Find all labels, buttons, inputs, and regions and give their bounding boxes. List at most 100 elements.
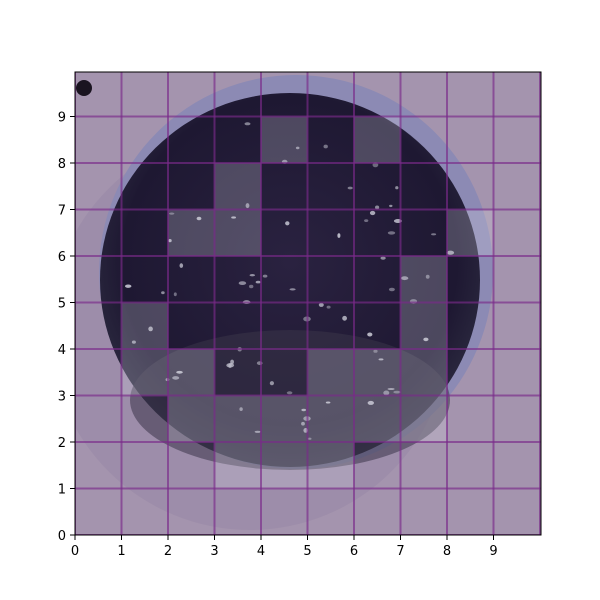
- x-tick-label: 0: [71, 544, 79, 559]
- y-tick-label: 8: [58, 157, 66, 172]
- speck: [269, 381, 274, 386]
- highlight-cell: [214, 209, 261, 256]
- x-tick-label: 8: [443, 544, 451, 559]
- x-tick-label: 2: [164, 544, 172, 559]
- highlight-cell: [261, 116, 308, 163]
- y-tick-label: 9: [58, 111, 66, 126]
- highlight-cell: [307, 395, 354, 442]
- highlight-cell: [168, 209, 215, 256]
- highlight-cell: [168, 349, 215, 396]
- x-tick-label: 9: [489, 544, 497, 559]
- corner-mark-icon: [76, 80, 92, 96]
- speck: [179, 263, 184, 268]
- y-tick-label: 6: [58, 250, 66, 265]
- y-tick-label: 2: [58, 436, 66, 451]
- highlight-cell: [307, 442, 354, 489]
- highlight-cell: [400, 395, 447, 442]
- speck: [307, 437, 312, 440]
- x-tick-label: 1: [117, 544, 125, 559]
- speck: [395, 186, 399, 190]
- x-tick-label: 6: [350, 544, 358, 559]
- x-tick-label: 4: [257, 544, 265, 559]
- speck: [301, 408, 307, 412]
- speck: [295, 146, 300, 150]
- speck: [387, 388, 395, 390]
- speck: [244, 122, 251, 126]
- highlight-cell: [214, 442, 261, 489]
- speck: [383, 390, 390, 396]
- speck: [301, 421, 305, 426]
- speck: [176, 370, 183, 374]
- speck: [238, 281, 247, 285]
- speck: [249, 274, 255, 277]
- speck: [388, 287, 395, 292]
- speck: [262, 274, 268, 278]
- speck: [249, 284, 254, 289]
- speck: [326, 305, 331, 309]
- highlight-cell: [400, 349, 447, 396]
- speck: [380, 256, 386, 260]
- speck: [373, 349, 378, 353]
- speck: [245, 203, 250, 209]
- highlight-cell: [354, 349, 401, 396]
- speck: [318, 302, 324, 307]
- highlight-cell: [354, 395, 401, 442]
- highlight-cell: [261, 395, 308, 442]
- speck: [255, 280, 261, 284]
- speck: [423, 337, 429, 342]
- speck: [169, 212, 175, 215]
- highlight-cell: [214, 163, 261, 210]
- y-tick-label: 5: [58, 297, 66, 312]
- y-axis: 0 1 2 3 4 5 6 7 8 9: [58, 111, 75, 544]
- speck: [196, 216, 202, 221]
- speck: [369, 210, 376, 216]
- speck: [387, 231, 396, 235]
- y-tick-label: 1: [58, 483, 66, 498]
- speck: [226, 363, 235, 368]
- speck: [389, 204, 393, 208]
- y-tick-label: 4: [58, 343, 66, 358]
- speck: [367, 332, 373, 337]
- speck: [148, 326, 153, 332]
- speck: [173, 292, 177, 297]
- speck: [446, 250, 455, 255]
- grid-lines: [75, 72, 541, 535]
- dish-lower-layer: [130, 330, 450, 470]
- speck: [239, 407, 243, 411]
- highlight-cell: [261, 442, 308, 489]
- speck: [375, 205, 380, 210]
- speck: [337, 233, 341, 238]
- speck: [289, 288, 296, 291]
- speck: [131, 340, 136, 344]
- highlight-cell: [121, 302, 168, 349]
- x-tick-label: 7: [396, 544, 404, 559]
- speck: [172, 376, 180, 380]
- highlight-cell: [168, 395, 215, 442]
- speck: [125, 284, 132, 288]
- speck: [347, 186, 353, 190]
- speck: [378, 358, 384, 361]
- highlight-cell: [354, 116, 401, 163]
- highlight-cell: [307, 349, 354, 396]
- speck: [367, 400, 374, 405]
- speck: [325, 401, 331, 404]
- speck: [161, 291, 165, 295]
- speck: [400, 276, 409, 281]
- petri-dish-photo: [75, 72, 541, 535]
- speck: [364, 219, 369, 223]
- y-tick-label: 3: [58, 390, 66, 405]
- speck: [323, 144, 328, 149]
- speck: [254, 430, 261, 433]
- speck: [431, 233, 437, 236]
- x-tick-label: 3: [210, 544, 218, 559]
- highlight-cell: [214, 395, 261, 442]
- y-tick-label: 0: [58, 529, 66, 544]
- speck: [285, 221, 290, 226]
- y-tick-label: 7: [58, 204, 66, 219]
- speck: [342, 315, 347, 321]
- highlight-cell: [400, 302, 447, 349]
- highlight-cell: [121, 349, 168, 396]
- speck: [231, 216, 237, 219]
- highlight-cell: [400, 256, 447, 303]
